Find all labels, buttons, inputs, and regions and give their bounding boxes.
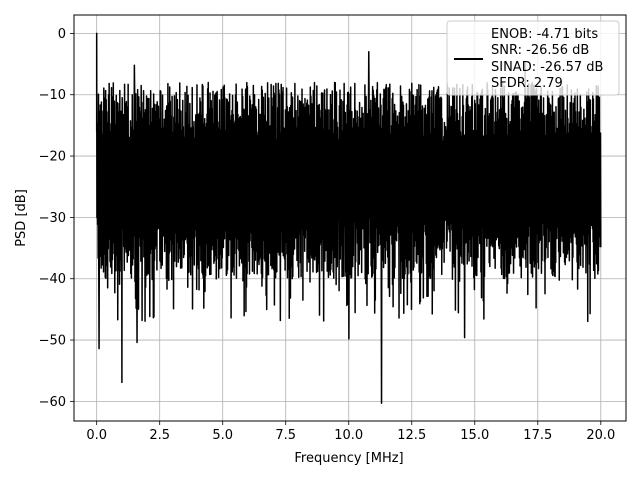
- x-tick-label: 12.5: [397, 428, 426, 443]
- legend-sinad: SINAD: -26.57 dB: [491, 60, 603, 75]
- x-axis: 0.0 2.5 5.0 7.5 10.0 12.5 15.0 17.5 20.0: [86, 421, 615, 443]
- x-tick-label: 15.0: [460, 428, 489, 443]
- x-axis-label: Frequency [MHz]: [294, 451, 403, 466]
- legend: ENOB: -4.71 bits SNR: -26.56 dB SINAD: -…: [446, 20, 620, 96]
- y-tick-label: −60: [39, 395, 66, 410]
- psd-series: [95, 32, 602, 404]
- y-axis-label: PSD [dB]: [14, 189, 29, 247]
- y-axis: 0 −10 −20 −30 −40 −50 −60: [39, 27, 74, 410]
- y-tick-label: 0: [58, 27, 66, 42]
- legend-sfdr: SFDR: 2.79: [491, 76, 563, 91]
- y-tick-label: −50: [39, 334, 66, 349]
- x-tick-label: 20.0: [586, 428, 615, 443]
- psd-line: [95, 32, 602, 404]
- x-tick-label: 5.0: [212, 428, 233, 443]
- legend-enob: ENOB: -4.71 bits: [491, 27, 598, 42]
- x-tick-label: 0.0: [86, 428, 107, 443]
- legend-box: [446, 20, 620, 96]
- x-tick-label: 17.5: [523, 428, 552, 443]
- plot-frame: [73, 14, 627, 422]
- y-tick-label: −30: [39, 211, 66, 226]
- y-tick-label: −40: [39, 272, 66, 287]
- x-tick-label: 10.0: [334, 428, 363, 443]
- x-tick-label: 2.5: [149, 428, 170, 443]
- y-tick-label: −10: [39, 88, 66, 103]
- x-tick-label: 7.5: [275, 428, 296, 443]
- legend-snr: SNR: -26.56 dB: [491, 43, 589, 58]
- y-tick-label: −20: [39, 150, 66, 165]
